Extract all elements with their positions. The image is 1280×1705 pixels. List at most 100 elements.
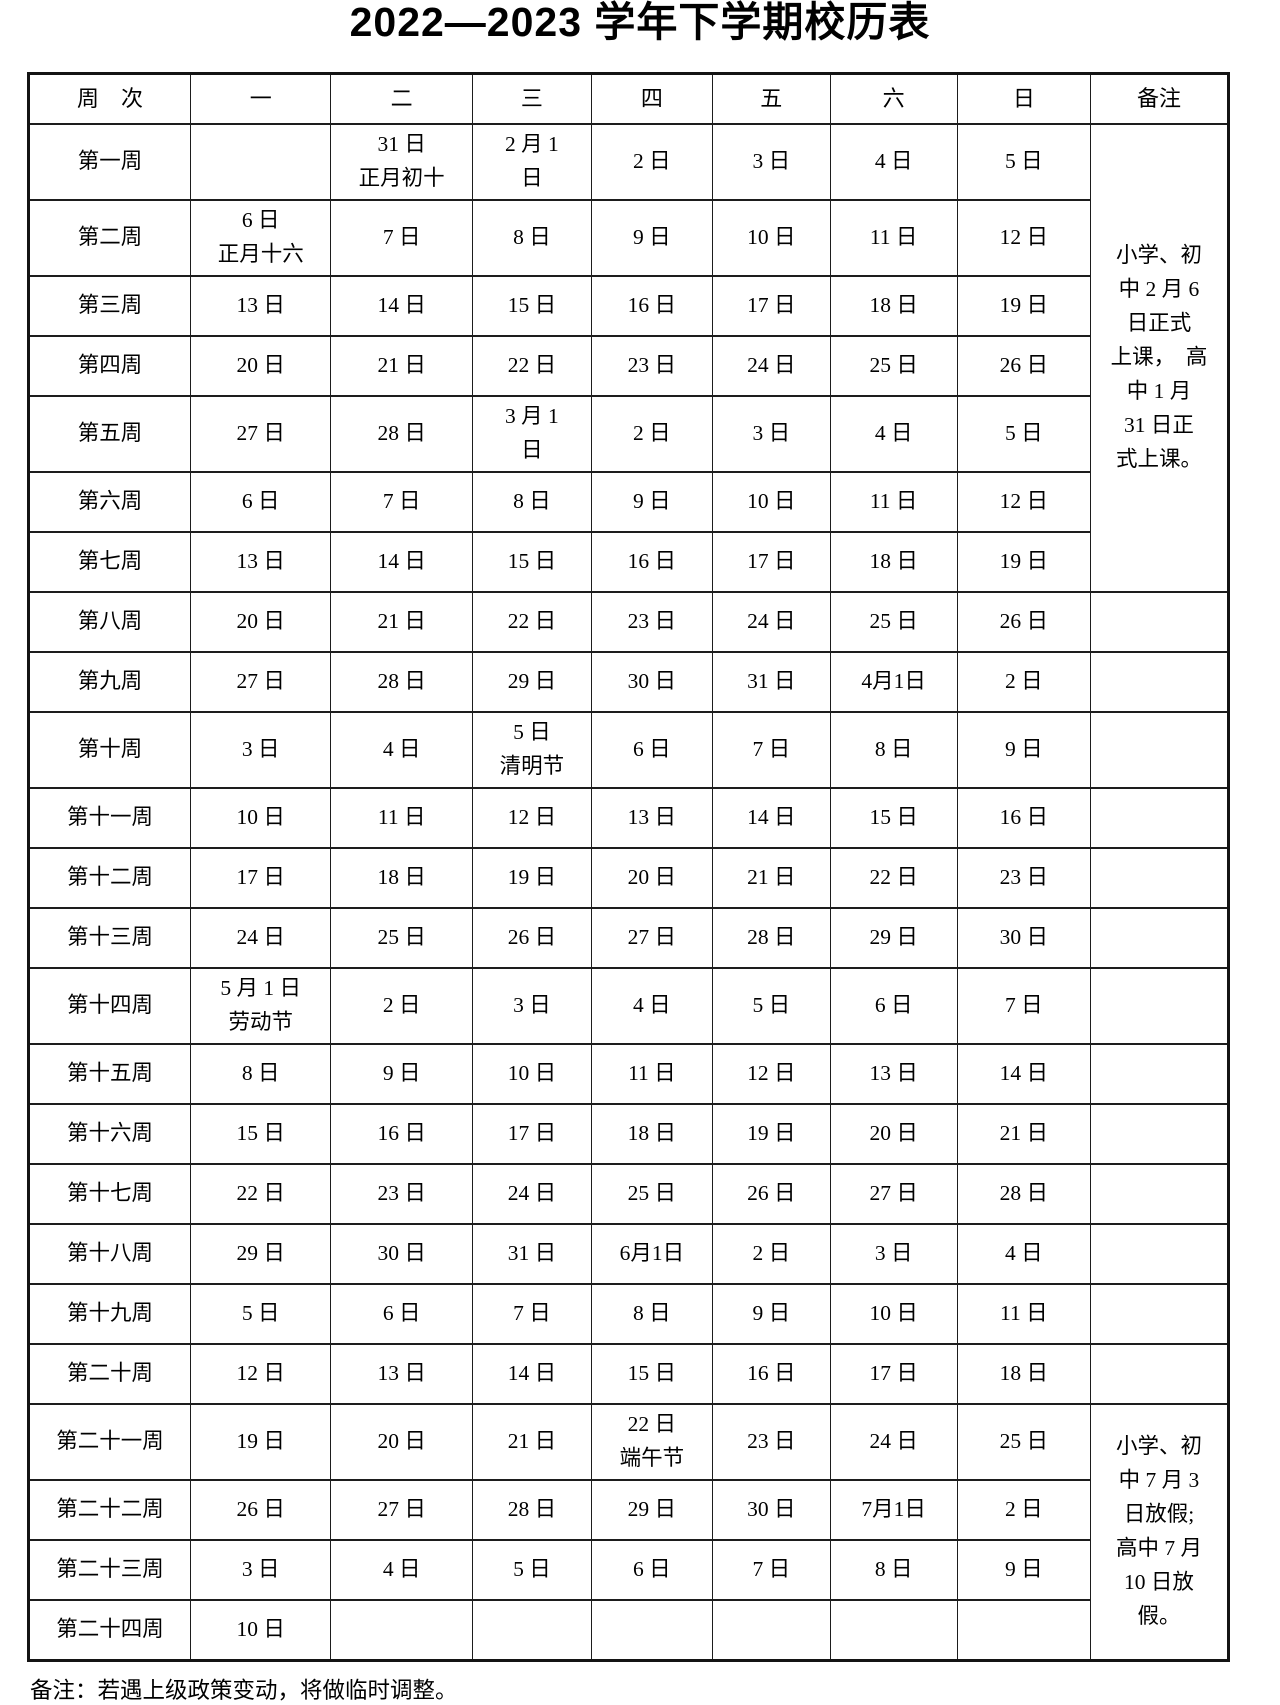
day-cell: 2 日	[590, 123, 713, 202]
day-cell: 11 日	[590, 1042, 713, 1105]
day-cell: 25 日	[590, 1162, 713, 1225]
day-cell: 5 月 1 日 劳动节	[189, 967, 332, 1045]
day-cell: 24 日	[829, 1402, 958, 1481]
table-row: 第十二周 17 日 18 日 19 日 20 日 21 日 22 日 23 日	[28, 847, 1230, 910]
day-cell: 5 日	[189, 1282, 332, 1345]
column-header-wed: 三	[471, 72, 592, 126]
day-cell: 29 日	[829, 907, 958, 970]
day-cell: 17 日	[711, 531, 831, 594]
day-cell: 13 日	[330, 1342, 473, 1405]
day-cell: 3 日	[189, 1538, 332, 1601]
day-cell	[711, 1598, 831, 1662]
day-cell: 2 日	[711, 1222, 831, 1285]
week-label: 第十八周	[28, 1222, 191, 1285]
table-row: 第二十四周 10 日	[28, 1598, 1229, 1662]
day-cell: 31 日	[471, 1222, 592, 1285]
day-cell: 17 日	[711, 275, 831, 338]
week-label: 第四周	[28, 335, 191, 398]
column-header-tue: 二	[330, 72, 473, 126]
week-label: 第十周	[28, 711, 191, 790]
table-row: 第二十二周 26 日 27 日 28 日 29 日 30 日 7月1日 2 日	[28, 1478, 1229, 1541]
week-label: 第二十四周	[28, 1598, 191, 1662]
day-cell: 4 日	[330, 1538, 473, 1601]
day-cell: 23 日	[590, 335, 713, 398]
day-cell: 2 日	[956, 1478, 1091, 1541]
day-cell: 20 日	[189, 591, 332, 654]
table-row: 第七周 13 日 14 日 15 日 16 日 17 日 18 日 19 日	[28, 531, 1229, 594]
table-row: 第九周 27 日 28 日 29 日 30 日 31 日 4月1日 2 日	[28, 651, 1230, 714]
day-cell: 3 日	[711, 123, 831, 202]
day-cell: 28 日	[956, 1162, 1091, 1225]
remark-cell: 小学、初 中 2 月 6 日正式 上课， 高 中 1 月 31 日正 式上课。	[1089, 123, 1230, 594]
week-label: 第三周	[28, 275, 191, 338]
day-cell: 19 日	[956, 275, 1091, 338]
week-label: 第六周	[28, 471, 191, 534]
table-row: 第十七周 22 日 23 日 24 日 25 日 26 日 27 日 28 日	[28, 1162, 1230, 1225]
day-cell: 9 日	[590, 471, 713, 534]
day-cell: 22 日 端午节	[590, 1402, 713, 1481]
table-row: 第二十周 12 日 13 日 14 日 15 日 16 日 17 日 18 日	[28, 1342, 1230, 1405]
day-cell: 10 日	[711, 471, 831, 534]
week-label: 第二周	[28, 199, 191, 278]
day-cell: 15 日	[590, 1342, 713, 1405]
day-cell: 2 日	[590, 395, 713, 474]
day-cell	[189, 123, 332, 202]
day-cell: 11 日	[956, 1282, 1091, 1345]
day-cell: 8 日	[829, 711, 958, 790]
day-cell: 10 日	[189, 787, 332, 850]
remark-cell-empty	[1089, 1222, 1230, 1285]
day-cell: 2 日	[330, 967, 473, 1045]
day-cell	[471, 1598, 592, 1662]
day-cell: 13 日	[189, 275, 332, 338]
day-cell: 7 日	[330, 199, 473, 278]
remark-cell-empty	[1089, 787, 1230, 850]
day-cell: 20 日	[330, 1402, 473, 1481]
day-cell	[330, 1598, 473, 1662]
day-cell: 20 日	[590, 847, 713, 910]
day-cell: 8 日	[189, 1042, 332, 1105]
remark-cell-empty	[1089, 1102, 1230, 1165]
day-cell: 3 日	[189, 711, 332, 790]
day-cell: 27 日	[829, 1162, 958, 1225]
day-cell: 6 日	[590, 711, 713, 790]
day-cell: 11 日	[330, 787, 473, 850]
column-header-sat: 六	[829, 72, 958, 126]
week-label: 第十七周	[28, 1162, 191, 1225]
week-label: 第十一周	[28, 787, 191, 850]
day-cell: 9 日	[711, 1282, 831, 1345]
week-label: 第二十三周	[28, 1538, 191, 1601]
day-cell: 13 日	[829, 1042, 958, 1105]
day-cell: 14 日	[471, 1342, 592, 1405]
remark-cell-empty	[1089, 847, 1230, 910]
day-cell: 30 日	[711, 1478, 831, 1541]
day-cell: 31 日 正月初十	[330, 123, 473, 202]
week-label: 第十九周	[28, 1282, 191, 1345]
day-cell: 24 日	[711, 591, 831, 654]
table-row: 第二十一周 19 日 20 日 21 日 22 日 端午节 23 日 24 日 25 日小学、…	[28, 1402, 1230, 1662]
day-cell: 26 日	[956, 335, 1091, 398]
day-cell: 4月1日	[829, 651, 958, 714]
week-label: 第二十二周	[28, 1478, 191, 1541]
footer-note: 备注：若遇上级政策变动，将做临时调整。	[30, 1677, 458, 1703]
day-cell: 14 日	[711, 787, 831, 850]
column-header-fri: 五	[711, 72, 831, 126]
day-cell: 16 日	[590, 531, 713, 594]
day-cell: 19 日	[471, 847, 592, 910]
day-cell: 7 日	[711, 1538, 831, 1601]
day-cell: 7月1日	[829, 1478, 958, 1541]
day-cell: 22 日	[829, 847, 958, 910]
day-cell: 27 日	[590, 907, 713, 970]
day-cell: 15 日	[471, 275, 592, 338]
day-cell: 27 日	[189, 395, 332, 474]
column-header-sun: 日	[956, 72, 1091, 126]
day-cell: 3 月 1 日	[471, 395, 592, 474]
day-cell: 5 日	[711, 967, 831, 1045]
day-cell: 24 日	[189, 907, 332, 970]
day-cell: 18 日	[590, 1102, 713, 1165]
day-cell: 23 日	[711, 1402, 831, 1481]
week-label: 第七周	[28, 531, 191, 594]
day-cell: 21 日	[330, 335, 473, 398]
day-cell: 16 日	[956, 787, 1091, 850]
